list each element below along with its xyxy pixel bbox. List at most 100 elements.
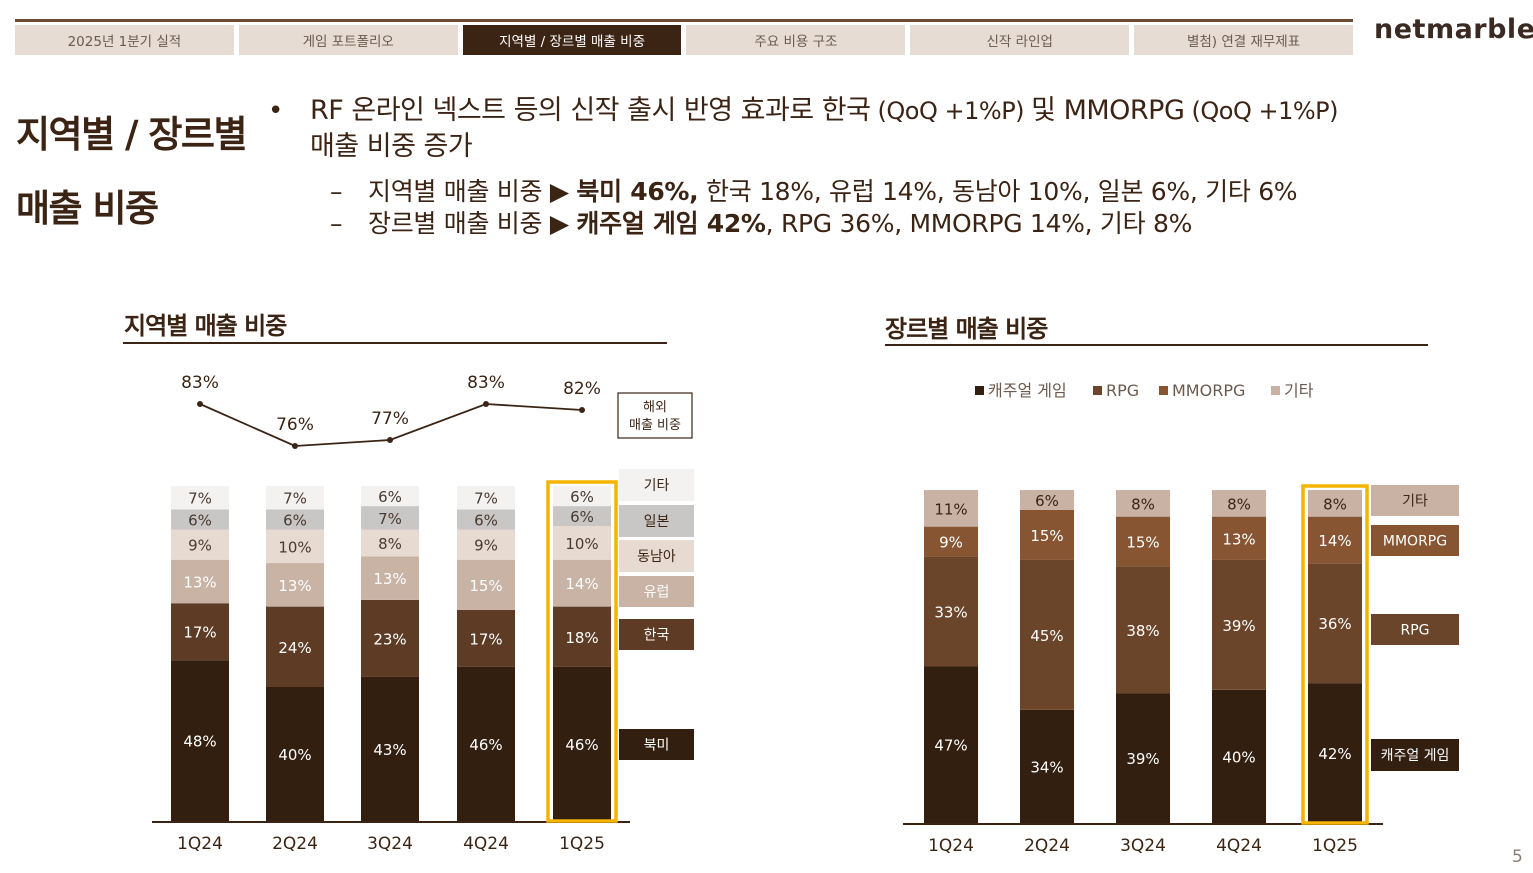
region-bar-segment: [171, 529, 229, 560]
genre-x-tick-label: 1Q25: [1312, 836, 1358, 856]
tab-q1-results[interactable]: 2025년 1분기 실적: [15, 25, 234, 55]
overseas-share-point: [483, 401, 489, 407]
region-data-label: 7%: [474, 490, 498, 508]
page-title: 지역별 / 장르별 매출 비중: [16, 98, 248, 246]
region-legend-swatch: [619, 576, 694, 607]
genre-data-label: 9%: [939, 534, 963, 552]
genre-bar-segment: [924, 526, 978, 557]
genre-highlight-box: [1301, 484, 1369, 825]
overseas-share-point: [387, 437, 393, 443]
tab-new-lineup[interactable]: 신작 라인업: [910, 25, 1130, 55]
genre-bar-segment: [1020, 709, 1074, 823]
region-bar-segment: [361, 529, 419, 557]
region-bar-segment: [171, 660, 229, 821]
summary-bullet: RF 온라인 넥스트 등의 신작 출시 반영 효과로 한국 (QoQ +1%P)…: [310, 93, 1338, 165]
overseas-share-legend-line1: 해외: [643, 400, 667, 415]
genre-bar-segment: [1308, 683, 1362, 823]
page-title-line2: 매출 비중: [16, 187, 159, 230]
region-x-tick-label: 4Q24: [463, 834, 509, 854]
genre-bar-segment: [1212, 689, 1266, 823]
sub1-rest: 한국 18%, 유럽 14%, 동남아 10%, 일본 6%, 기타 6%: [698, 177, 1298, 206]
genre-data-label: 39%: [1222, 617, 1255, 635]
genre-data-label: 40%: [1222, 748, 1255, 766]
page-number: 5: [1512, 847, 1523, 867]
region-legend-label: 한국: [644, 628, 670, 644]
genre-bar-segment: [1116, 490, 1170, 517]
bullet-line2: 매출 비중 증가: [310, 131, 473, 162]
region-legend-label: 유럽: [644, 585, 670, 601]
region-chart-rule: [123, 342, 667, 344]
genre-data-label: 15%: [1030, 527, 1063, 545]
overseas-share-label: 83%: [181, 373, 219, 393]
genre-data-label: 8%: [1323, 495, 1347, 513]
region-data-label: 6%: [474, 512, 498, 530]
genre-data-label: 45%: [1030, 627, 1063, 645]
region-data-label: 6%: [378, 488, 402, 506]
genre-data-label: 36%: [1318, 615, 1351, 633]
genre-bar-segment: [1212, 490, 1266, 517]
region-legend-swatch: [619, 505, 694, 537]
genre-data-label: 39%: [1126, 750, 1159, 768]
region-bar-segment: [266, 606, 324, 687]
region-bar-segment: [361, 556, 419, 600]
tab-financial-statements[interactable]: 별첨) 연결 재무제표: [1134, 25, 1353, 55]
genre-legend-swatch: [1371, 485, 1459, 516]
genre-legend-swatch: [1371, 525, 1459, 556]
region-bar-segment: [171, 559, 229, 604]
genre-legend-swatch: [1371, 739, 1459, 771]
bullet-part4: (QoQ +1%P): [1184, 97, 1339, 125]
region-data-label: 15%: [469, 577, 502, 595]
region-bar-segment: [457, 509, 515, 530]
region-bar-segment: [553, 559, 611, 607]
tab-cost-structure[interactable]: 주요 비용 구조: [686, 25, 906, 55]
region-legend-swatch: [619, 469, 694, 501]
region-legend-label: 기타: [644, 478, 670, 494]
genre-bar-segment: [924, 490, 978, 527]
genre-chart-title: 장르별 매출 비중: [885, 315, 1048, 343]
region-data-label: 13%: [278, 577, 311, 595]
tab-game-portfolio[interactable]: 게임 포트폴리오: [238, 25, 458, 55]
genre-bar-segment: [1212, 559, 1266, 690]
genre-bar-segment: [1308, 516, 1362, 564]
region-bar-segment: [266, 563, 324, 607]
region-bar-segment: [266, 509, 324, 530]
tab-region-genre-share[interactable]: 지역별 / 장르별 매출 비중: [462, 25, 682, 55]
genre-bar-segment: [1020, 509, 1074, 560]
genre-legend-label: 캐주얼 게임: [988, 381, 1067, 400]
region-legend-swatch: [619, 729, 694, 760]
genre-legend-label: MMORPG: [1172, 381, 1245, 400]
top-rule: [15, 19, 1353, 22]
region-bar-segment: [457, 559, 515, 610]
genre-data-label: 6%: [1035, 492, 1059, 510]
page-title-line1: 지역별 / 장르별: [16, 113, 248, 156]
region-legend-label: 북미: [644, 738, 670, 754]
overseas-share-legend-line2: 매출 비중: [629, 418, 681, 433]
genre-data-label: 38%: [1126, 622, 1159, 640]
genre-data-label: 11%: [934, 500, 967, 518]
overseas-share-point: [292, 443, 298, 449]
genre-bar-segment: [924, 556, 978, 667]
genre-legend-marker: [1093, 386, 1102, 395]
genre-bar-segment: [1308, 490, 1362, 517]
genre-bar-segment: [1116, 566, 1170, 694]
genre-data-label: 8%: [1227, 495, 1251, 513]
sub2-rest: , RPG 36%, MMORPG 14%, 기타 8%: [765, 209, 1193, 238]
genre-legend-side-label: 기타: [1402, 494, 1428, 510]
genre-legend-side-label: MMORPG: [1383, 534, 1447, 550]
overseas-share-label: 82%: [563, 379, 601, 399]
genre-bar-segment: [1308, 563, 1362, 684]
genre-bar-segment: [1020, 559, 1074, 710]
genre-x-tick-label: 3Q24: [1120, 836, 1166, 856]
region-data-label: 24%: [278, 639, 311, 657]
genre-data-label: 8%: [1131, 495, 1155, 513]
genre-bar-segment: [1116, 516, 1170, 567]
region-bar-segment: [361, 599, 419, 677]
region-bar-segment: [266, 687, 324, 821]
sub1-bold: 북미 46%,: [576, 177, 699, 206]
overseas-share-label: 76%: [276, 415, 314, 435]
region-data-label: 18%: [565, 629, 598, 647]
sub2-bold: 캐주얼 게임 42%: [576, 209, 766, 238]
region-data-label: 8%: [378, 535, 402, 553]
bullet-part3: 및 MMORPG: [1031, 95, 1185, 126]
